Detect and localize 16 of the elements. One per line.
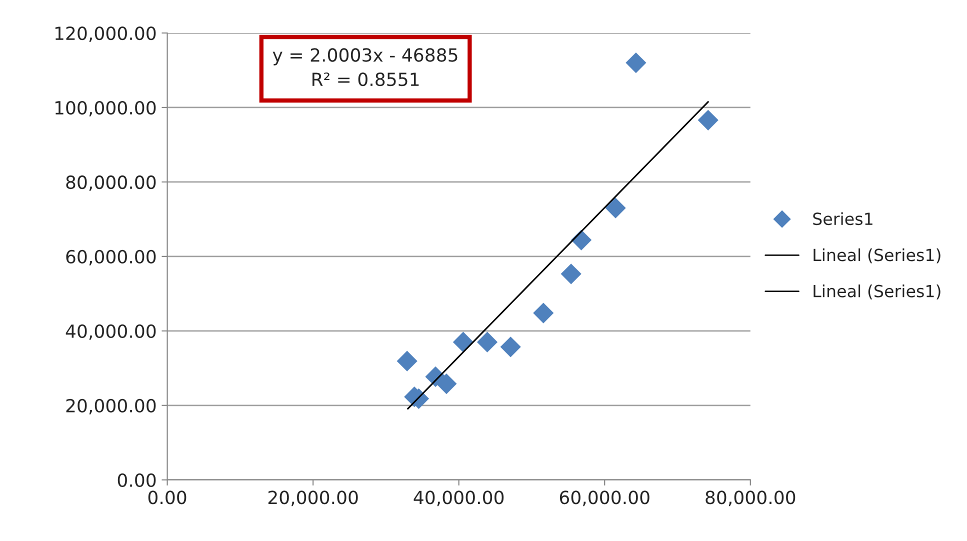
x-tick-label: 0.00 bbox=[148, 490, 186, 504]
legend-label: Lineal (Series1) bbox=[814, 284, 940, 300]
y-tick-label: 20,000.00 bbox=[66, 398, 156, 414]
legend-label: Series1 bbox=[813, 212, 872, 226]
x-tick-label: 40,000.00 bbox=[414, 490, 504, 506]
y-tick-label: 0.00 bbox=[118, 473, 156, 487]
y-tick-label: 100,000.00 bbox=[55, 100, 156, 116]
y-tick-label: 40,000.00 bbox=[66, 324, 156, 340]
legend-label: Lineal (Series1) bbox=[814, 248, 940, 264]
annotation: y = 2.0003x - 46885 R² = 0.8551 bbox=[272, 48, 458, 86]
x-tick-label: 80,000.00 bbox=[706, 490, 796, 506]
x-tick-label: 60,000.00 bbox=[560, 490, 650, 506]
y-tick-label: 120,000.00 bbox=[55, 26, 156, 42]
x-tick-label: 20,000.00 bbox=[268, 490, 358, 506]
y-tick-label: 80,000.00 bbox=[66, 175, 156, 191]
y-tick-label: 60,000.00 bbox=[66, 250, 156, 266]
